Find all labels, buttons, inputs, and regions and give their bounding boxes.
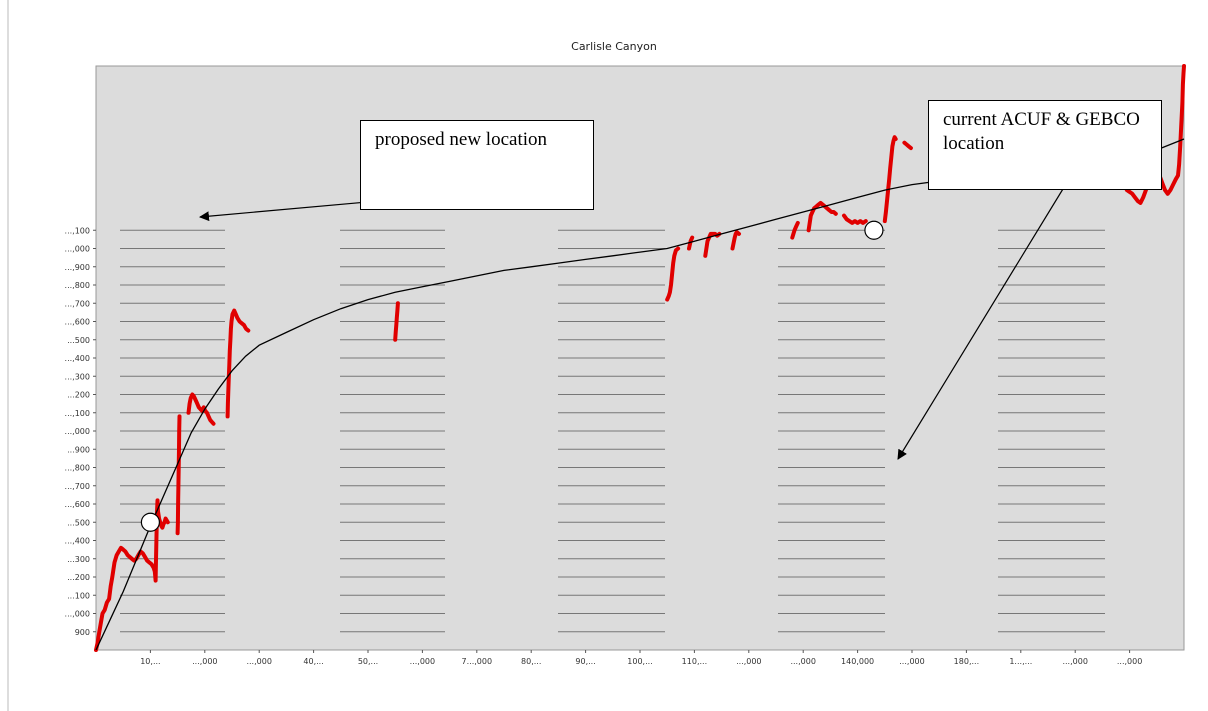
y-tick-label-12: ...,100 [65,409,90,418]
y-tick-label-1: ...,000 [65,610,90,619]
y-tick-label-7: ...,600 [65,500,90,509]
y-tick-label-22: ...,100 [65,226,90,235]
sounding-segment-5 [665,246,681,302]
y-axis-ticks: 900 ...,000 ...100 ...200 ...300 ...,400 ...50… [65,226,96,637]
x-tick-label-9: 100,... [627,657,652,666]
grid-lines [120,229,1105,633]
chart-title: Carlisle Canyon [571,40,657,53]
y-tick-label-5: ...,400 [65,537,90,546]
location-markers [140,220,884,532]
callout-current-text: current ACUF & GEBCO location [943,109,1140,154]
x-tick-label-1: ...,000 [192,657,217,666]
x-tick-label-15: 180,... [954,657,979,666]
callout-current-location: current ACUF & GEBCO location [928,100,1162,190]
y-tick-label-8: ...,700 [65,482,90,491]
sounding-segment-2 [186,392,216,426]
sounding-segment-8 [730,230,741,251]
sounding-segment-6 [687,235,695,251]
sounding-segment-3 [225,308,251,419]
sounding-segment-11 [842,213,868,225]
x-tick-label-7: 80,... [521,657,541,666]
x-tick-label-0: 10,... [140,657,160,666]
y-tick-label-6: ...500 [67,518,90,527]
y-tick-label-3: ...200 [67,573,90,582]
x-tick-label-2: ...,000 [246,657,271,666]
arrow-current [897,183,1067,460]
y-tick-label-11: ...,000 [65,427,90,436]
x-tick-label-10: 110,... [682,657,707,666]
y-tick-label-13: ...200 [67,391,90,400]
x-tick-label-6: 7...,000 [462,657,493,666]
x-tick-label-12: ...,000 [790,657,815,666]
x-tick-label-16: 1...,... [1009,657,1032,666]
y-tick-label-14: ...,300 [65,372,90,381]
sounding-segment-12 [882,135,898,224]
y-tick-label-9: ...,800 [65,464,90,473]
x-tick-label-3: 40,... [303,657,323,666]
x-tick-label-17: ...,000 [1062,657,1087,666]
y-tick-label-10: ...900 [67,445,90,454]
x-tick-label-5: ...,000 [410,657,435,666]
x-tick-label-8: 90,... [575,657,595,666]
x-axis-ticks: 10,... ...,000 ...,000 40,... 50,... ...,000 7… [140,650,1142,666]
y-tick-label-18: ...,700 [65,299,90,308]
marker-proposed [140,512,160,532]
x-tick-label-4: 50,... [358,657,378,666]
y-tick-label-0: 900 [75,628,90,637]
y-tick-label-15: ...,400 [65,354,90,363]
callout-proposed-text: proposed new location [375,129,548,150]
y-tick-label-20: ...,900 [65,263,90,272]
y-tick-label-2: ...100 [67,591,90,600]
sounding-segment-1 [175,414,182,536]
sounding-segment-9 [790,220,800,240]
y-tick-label-19: ...,800 [65,281,90,290]
sounding-segment-13 [902,140,913,151]
y-tick-label-4: ...300 [67,555,90,564]
sounding-segment-10 [806,200,838,233]
x-tick-label-18: ...,000 [1117,657,1142,666]
y-tick-label-17: ...,600 [65,318,90,327]
sounding-segment-4 [393,301,400,342]
x-tick-label-13: 140,000 [841,657,874,666]
x-tick-label-14: ...,000 [899,657,924,666]
y-tick-label-21: ...,000 [65,245,90,254]
y-tick-label-16: ...500 [67,336,90,345]
callout-proposed-location: proposed new location [360,120,594,210]
x-tick-label-11: ...,000 [736,657,761,666]
marker-current [864,220,884,240]
